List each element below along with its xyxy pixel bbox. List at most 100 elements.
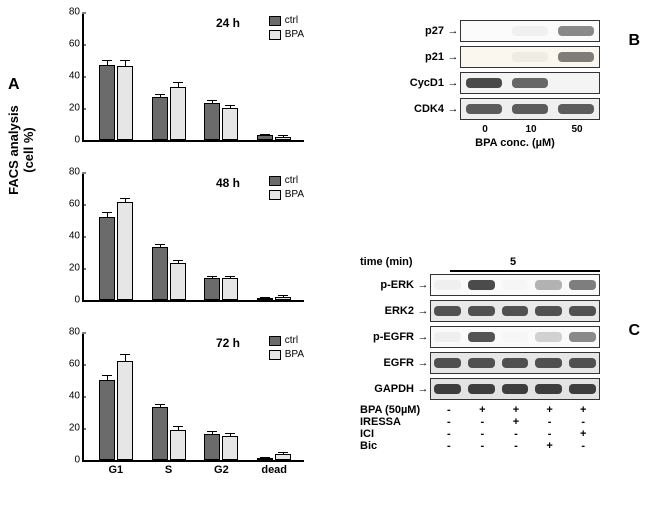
error-bar	[260, 297, 270, 299]
blot-row-EGFR: EGFR→	[360, 352, 600, 374]
condition-table: BPA (50µM)-++++IRESSA--+--ICI----+Bic---…	[432, 404, 600, 452]
lane	[431, 379, 465, 399]
lane	[532, 353, 566, 373]
lane	[465, 379, 499, 399]
y-tick: 0	[56, 295, 80, 306]
band	[434, 332, 461, 342]
condition-value: -	[566, 440, 600, 452]
lane	[532, 327, 566, 347]
band	[512, 78, 549, 88]
lane	[431, 327, 465, 347]
y-tick: 60	[56, 359, 80, 370]
lane	[553, 21, 599, 41]
error-bar	[155, 94, 165, 97]
condition-value: -	[566, 416, 600, 428]
lane-box	[460, 72, 600, 94]
error-bar	[207, 276, 217, 278]
bar-bpa	[275, 454, 291, 460]
y-tick: 20	[56, 423, 80, 434]
band	[466, 104, 503, 114]
condition-value: +	[499, 416, 533, 428]
condition-row-IRESSA: IRESSA--+--	[432, 416, 600, 428]
condition-value: -	[432, 428, 466, 440]
band	[468, 358, 495, 368]
bar-bpa	[117, 202, 133, 300]
condition-value: +	[566, 428, 600, 440]
lane-box	[460, 98, 600, 120]
error-bar	[120, 354, 130, 360]
blot-row-CDK4: CDK4→	[390, 98, 600, 120]
band	[434, 384, 461, 394]
arrow-icon: →	[446, 103, 460, 115]
band	[434, 280, 461, 290]
lane	[431, 275, 465, 295]
y-axis-label: FACS analysis(cell %)	[6, 40, 36, 260]
error-bar	[260, 457, 270, 459]
panel-b-x-labels: 01050	[462, 124, 600, 135]
bar-ctrl	[204, 278, 220, 300]
blot-label: CDK4	[390, 103, 446, 115]
blot-label: p21	[390, 51, 446, 63]
condition-value: +	[466, 404, 500, 416]
y-tick: 80	[56, 7, 80, 18]
x-tick-label: dead	[253, 464, 295, 476]
band	[466, 78, 503, 88]
bar-ctrl	[204, 434, 220, 460]
time-span-bar	[450, 270, 600, 272]
band	[468, 384, 495, 394]
blot-row-p-EGFR: p-EGFR→	[360, 326, 600, 348]
band	[535, 280, 562, 290]
lane	[565, 353, 599, 373]
lane	[498, 353, 532, 373]
blot-label: CycD1	[390, 77, 446, 89]
error-bar	[173, 82, 183, 87]
band	[502, 332, 529, 342]
error-bar	[260, 134, 270, 136]
blot-label: GAPDH	[360, 383, 416, 395]
lane	[553, 47, 599, 67]
condition-value: -	[466, 440, 500, 452]
condition-value: +	[533, 440, 567, 452]
error-bar	[120, 60, 130, 66]
band	[535, 332, 562, 342]
bar-bpa	[117, 66, 133, 140]
bar-bpa	[275, 137, 291, 140]
condition-value: -	[499, 440, 533, 452]
error-bar	[155, 244, 165, 247]
blot-label: p-ERK	[360, 279, 416, 291]
error-bar	[278, 135, 288, 137]
chart-legend: ctrlBPA	[269, 334, 304, 362]
chart-time-label: 24 h	[216, 16, 240, 30]
arrow-icon: →	[446, 51, 460, 63]
lane	[507, 47, 553, 67]
y-tick: 40	[56, 71, 80, 82]
chart-time-label: 48 h	[216, 176, 240, 190]
lane	[461, 47, 507, 67]
condition-label: ICI	[360, 428, 432, 440]
bar-chart-72h: 020406080G1SG2dead72 hctrlBPA	[50, 328, 310, 478]
lane	[553, 73, 599, 93]
band	[468, 332, 495, 342]
band	[434, 358, 461, 368]
band	[569, 332, 596, 342]
y-tick: 80	[56, 167, 80, 178]
condition-value: +	[499, 404, 533, 416]
bar-bpa	[117, 361, 133, 460]
condition-value: -	[432, 440, 466, 452]
band	[434, 306, 461, 316]
lane	[498, 327, 532, 347]
bar-chart-24h: 02040608024 hctrlBPA	[50, 8, 310, 158]
lane	[498, 379, 532, 399]
lane	[465, 327, 499, 347]
blot-label: p27	[390, 25, 446, 37]
bar-bpa	[222, 278, 238, 300]
time-label: time (min)	[360, 256, 413, 268]
lane	[465, 353, 499, 373]
condition-value: -	[499, 428, 533, 440]
y-tick: 60	[56, 39, 80, 50]
arrow-icon: →	[416, 383, 430, 395]
panel-b-label: B	[628, 32, 640, 50]
time-value: 5	[510, 256, 516, 268]
blot-row-GAPDH: GAPDH→	[360, 378, 600, 400]
lane	[507, 21, 553, 41]
